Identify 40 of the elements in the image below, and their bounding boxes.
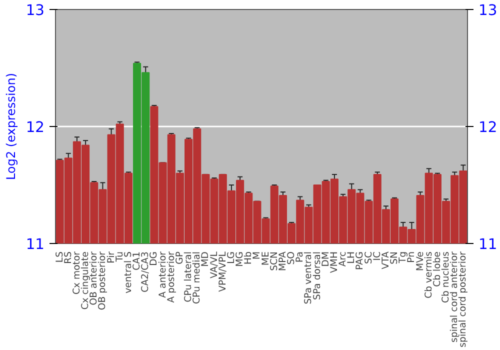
x-tick-label: Pn — [406, 251, 418, 263]
x-tick-label: DM — [320, 251, 332, 267]
x-tick-label: RS — [62, 251, 74, 264]
x-tick-label: Cx motor — [71, 251, 82, 294]
y-tick-label: 11 — [26, 236, 45, 253]
x-tick-label: OB posterior — [97, 251, 108, 310]
x-tick-label: DG — [148, 251, 160, 266]
x-tick-label: Pir — [106, 251, 117, 264]
x-tick-label: A posterior — [166, 251, 177, 303]
x-tick-label: M — [252, 251, 263, 260]
x-tick-label: VPM/VPL — [217, 250, 228, 292]
y2-tick-label: 11 — [478, 236, 498, 253]
x-tick-label: Tu — [114, 251, 126, 263]
x-tick-label: ME — [260, 251, 272, 266]
x-tick-label: Cb lobe — [432, 251, 443, 287]
y-tick-label: 12 — [26, 119, 45, 136]
x-tick-label: ventral S — [122, 251, 134, 294]
y2-tick-label: 13 — [478, 2, 498, 19]
x-tick-label: SPa dorsal — [312, 251, 323, 300]
x-tick-label: PAG — [354, 251, 366, 270]
x-tick-label: MVe — [414, 251, 426, 271]
x-tick-label: VMH — [328, 251, 340, 273]
x-tick-label: IC — [372, 252, 383, 261]
x-tick-label: LG — [226, 251, 237, 264]
x-tick-label: spinal cord posterior — [458, 251, 469, 348]
x-tick-label: SC — [363, 251, 374, 264]
x-tick-label: Tg — [398, 251, 409, 264]
x-tick-label: LS — [54, 251, 66, 263]
y-tick-label: 13 — [26, 2, 45, 19]
x-tick-label: A anterior — [157, 251, 168, 298]
x-tick-label: MD — [200, 251, 212, 267]
x-tick-label: SCN — [268, 251, 280, 271]
x-tick-label: VA/VL — [208, 250, 220, 278]
x-tick-label: MPA — [277, 250, 288, 271]
y-axis-title: Log2 (expression) — [4, 73, 18, 180]
y2-tick-label: 12 — [478, 119, 498, 136]
x-tick-label: Cb vermis — [423, 251, 434, 298]
x-tick-label: VTA — [380, 250, 392, 270]
x-tick-label: SPa ventral — [303, 252, 314, 304]
x-tick-label: GP — [174, 251, 186, 264]
